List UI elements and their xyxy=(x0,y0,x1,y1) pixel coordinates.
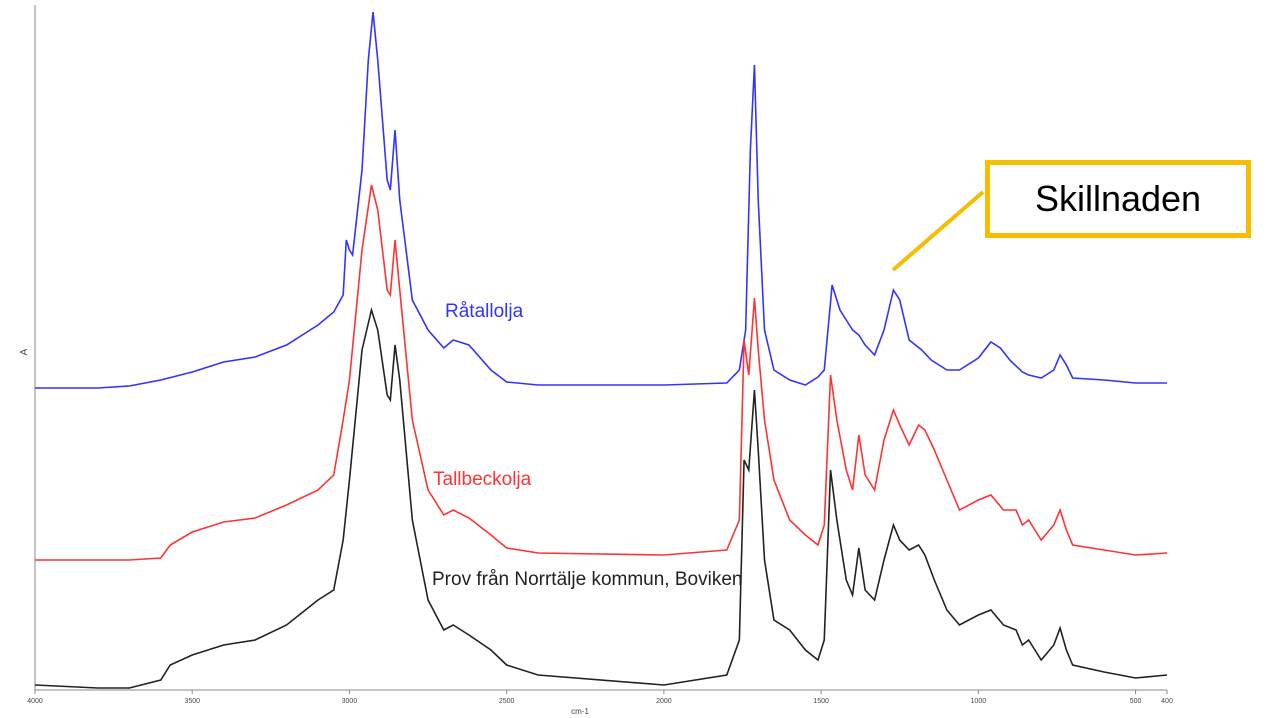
x-tick-label: 1500 xyxy=(813,698,829,705)
x-tick-label: 2000 xyxy=(656,698,672,705)
series-label: Tallbeckolja xyxy=(433,469,532,490)
x-axis-label: cm-1 xyxy=(571,707,589,716)
x-tick-label: 4000 xyxy=(27,698,43,705)
y-axis-label: A xyxy=(19,348,30,355)
x-tick-label: 500 xyxy=(1130,698,1142,705)
spectrum-line xyxy=(34,306,1168,689)
x-tick-label: 3500 xyxy=(184,698,200,705)
annotation: Skillnaden xyxy=(985,160,1251,238)
annotation-pointer xyxy=(891,190,985,272)
series-label: Prov från Norrtälje kommun, Boviken xyxy=(432,569,743,590)
x-tick-label: 2500 xyxy=(499,698,515,705)
spectrum-line xyxy=(35,184,1168,561)
x-tick-label: 1000 xyxy=(971,698,987,705)
spectrum-line xyxy=(35,11,1167,389)
x-tick-label: 400 xyxy=(1161,698,1173,705)
x-tick-label: 3000 xyxy=(342,698,358,705)
series-label: Råtallolja xyxy=(445,301,524,322)
